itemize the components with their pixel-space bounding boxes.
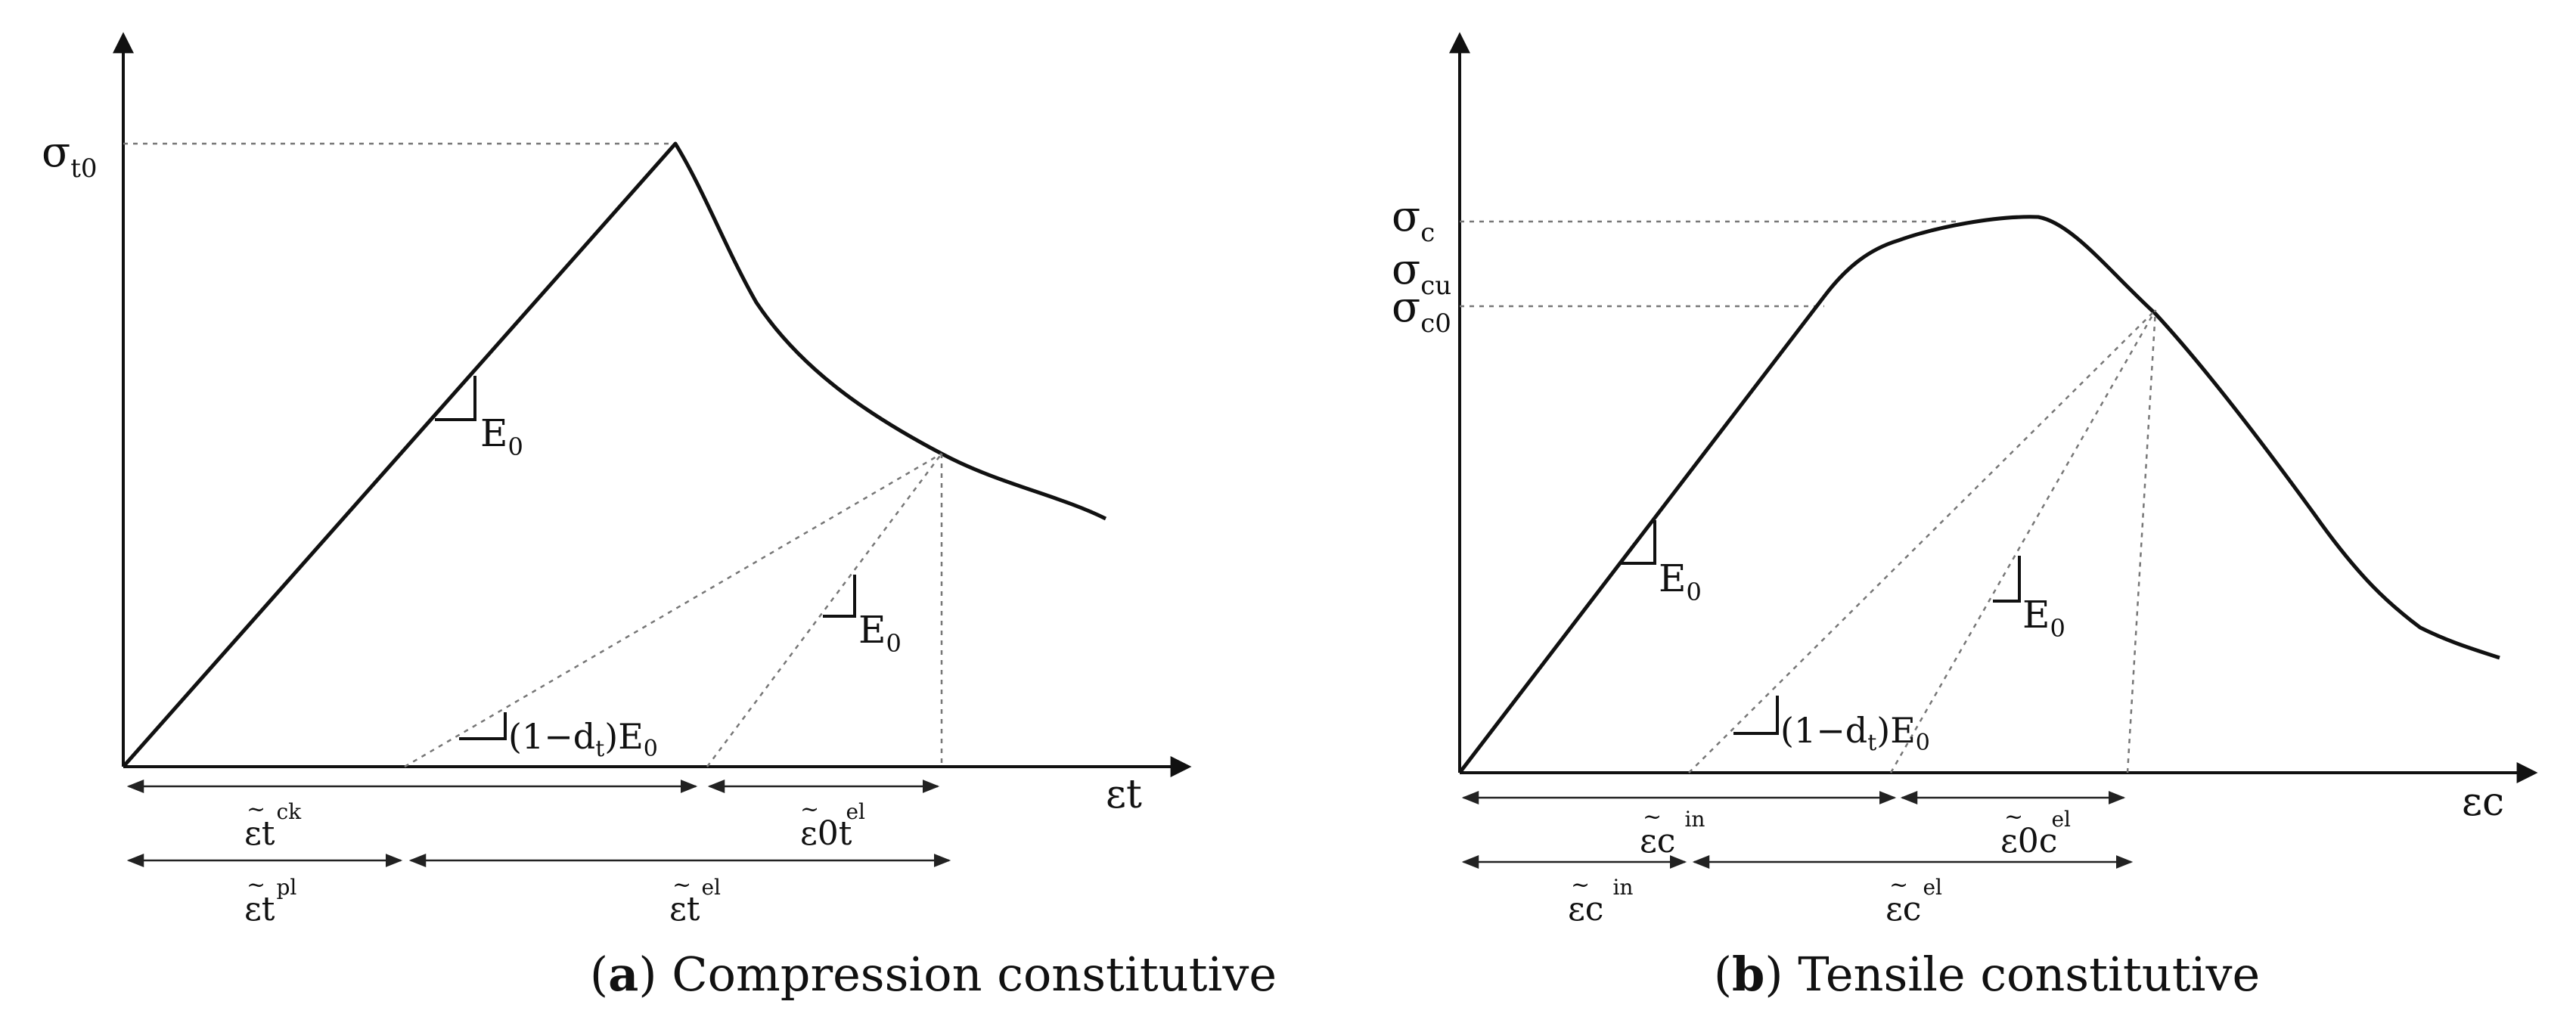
panel-a-tilde-el0: ~ <box>800 796 819 823</box>
panel-b-slope-triangle-right <box>1993 556 2021 603</box>
panel-a-e0-lower-label: E0 <box>858 608 902 658</box>
panel-a-e0-upper-label: E0 <box>480 411 523 461</box>
panel-a-eps-pl-label: εtpl <box>244 875 296 928</box>
panel-b-slope-triangle-left <box>1621 520 1656 565</box>
panel-b-x-axis-label: εc <box>2462 780 2504 825</box>
panel-a-tilde-pl: ~ <box>247 872 265 898</box>
panel-b-eps-in-label: εcin <box>1640 807 1705 860</box>
panel-a-stress-strain-curve <box>122 141 1107 768</box>
panel-b-tilde-el: ~ <box>1889 872 1908 898</box>
panel-a-elastic-unload-line <box>706 453 943 767</box>
panel-b-tilde-in: ~ <box>1643 804 1662 830</box>
panel-b-damage-slope-label: (1−dt)E0 <box>1780 710 1930 756</box>
panel-b-sigma-c0-label: σc0 <box>1392 283 1451 339</box>
panel-a-tilde-ck: ~ <box>247 796 265 823</box>
panel-b-e0-left-label: E0 <box>1659 556 1702 606</box>
panel-a-eps-el-label: εtel <box>669 875 721 928</box>
panel-a-caption: (a) Compression constitutive <box>590 947 1277 1002</box>
panel-b-tensile: σc σcu σc0 εc E0 E0 (1−dt)E0 ~ εcin ~ ε0… <box>1392 32 2538 1002</box>
panel-a-slope-triangle-upper <box>435 376 476 421</box>
panel-b-drop-line <box>2126 309 2157 773</box>
panel-b-eps-el-label: εcel <box>1885 875 1942 928</box>
panel-a-eps-ck-label: εtck <box>244 799 302 853</box>
panel-a-x-axis-label: εt <box>1106 772 1142 817</box>
panel-b-sigma-cu-label: σcu <box>1392 245 1451 301</box>
panel-b-slope-triangle-damage <box>1733 696 1779 735</box>
panel-a-slope-triangle-damage <box>459 712 507 740</box>
panel-b-sigma-c-label: σc <box>1392 192 1435 248</box>
panel-b-eps-el0-label: ε0cel <box>2000 807 2071 860</box>
panel-b-tilde-el0: ~ <box>2004 804 2023 830</box>
panel-a-compression: σt0 εt E0 E0 (1−dt)E0 ~ εtck ~ ε0tel ~ ε… <box>42 32 1277 1002</box>
panel-b-e0-right-label: E0 <box>2022 593 2065 643</box>
panel-b-stress-strain-curve <box>1458 215 2500 774</box>
panel-a-tilde-el: ~ <box>672 872 691 898</box>
panel-a-damage-slope-label: (1−dt)E0 <box>508 716 658 762</box>
panel-b-caption: (b) Tensile constitutive <box>1714 947 2260 1002</box>
panel-a-slope-triangle-lower <box>823 575 856 618</box>
panel-b-elastic-unload-line <box>1889 309 2157 773</box>
panel-b-eps-in2-label: εcin <box>1568 875 1633 928</box>
panel-b-damaged-unload-line <box>1688 309 2156 773</box>
panel-a-eps-el0-label: ε0tel <box>800 799 865 853</box>
panel-b-tilde-in2: ~ <box>1571 872 1590 898</box>
panel-a-sigma-t0-label: σt0 <box>42 128 98 184</box>
